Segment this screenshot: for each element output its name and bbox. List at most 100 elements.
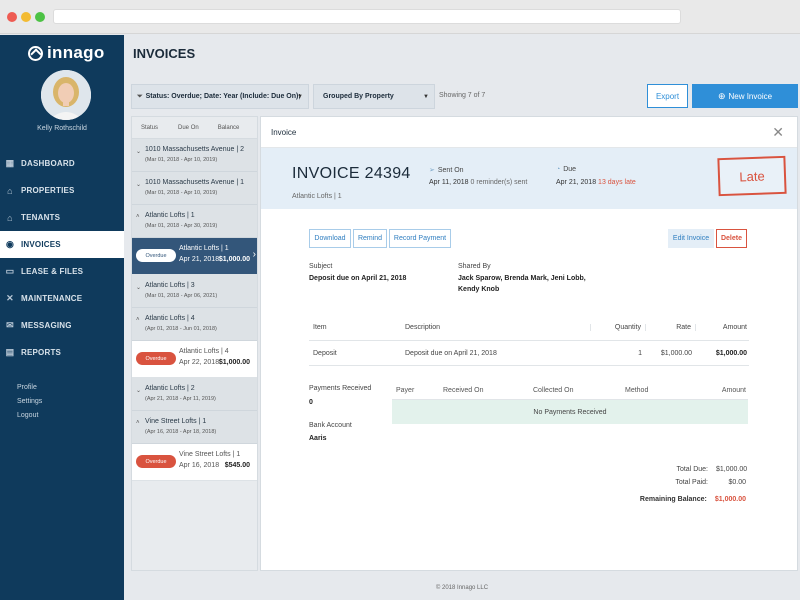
total-due-row: Total Due: $1,000.00: [676, 466, 748, 473]
invoice-property: Atlantic Lofts | 1: [179, 245, 229, 252]
group-by-dropdown[interactable]: Grouped By Property ▼: [313, 84, 435, 109]
sidebar-item-tenants[interactable]: ⌂ TENANTS: [0, 204, 124, 231]
group-dates: (Mar 01, 2018 - Apr 06, 2021): [145, 293, 218, 299]
group-name: Atlantic Lofts | 1: [145, 212, 195, 219]
chevron-down-icon: ⌄: [136, 285, 142, 291]
sidebar-item-messaging[interactable]: ✉ MESSAGING: [0, 312, 124, 339]
list-group-row[interactable]: ⌄ Atlantic Lofts | 3 (Mar 01, 2018 - Apr…: [132, 275, 257, 308]
group-dates: (Mar 01, 2018 - Apr 10, 2019): [145, 190, 218, 196]
list-group-row[interactable]: ˄ Atlantic Lofts | 1 (Mar 01, 2018 - Apr…: [132, 205, 257, 238]
sidebar-item-label: INVOICES: [21, 240, 61, 249]
invoice-property: Atlantic Lofts | 1: [292, 193, 342, 200]
filter-value: Status: Overdue; Date: Year (Include: Du…: [145, 93, 301, 100]
invoice-list: Status Due On Balance ⌄ 1010 Massachuset…: [131, 116, 258, 571]
sidebar-item-lease-files[interactable]: ▭ LEASE & FILES: [0, 258, 124, 285]
item-rate: $1,000.00: [660, 349, 692, 357]
file-icon: ▭: [5, 266, 15, 276]
subject-label: Subject: [309, 263, 333, 270]
sidebar-item-label: REPORTS: [21, 348, 62, 357]
list-group-row[interactable]: ⌄ 1010 Massachusetts Avenue | 1 (Mar 01,…: [132, 172, 257, 205]
list-group-row[interactable]: ˄ Vine Street Lofts | 1 (Apr 16, 2018 - …: [132, 411, 257, 444]
status-badge: Overdue: [136, 455, 176, 468]
remind-button[interactable]: Remind: [353, 229, 387, 248]
sidebar-item-invoices[interactable]: ◉ INVOICES: [0, 231, 124, 258]
page-title: INVOICES: [133, 46, 196, 61]
sidebar-item-dashboard[interactable]: ▦ DASHBOARD: [0, 150, 124, 177]
column-due-on[interactable]: Due On: [178, 124, 199, 131]
sidebar-item-properties[interactable]: ⌂ PROPERTIES: [0, 177, 124, 204]
group-dates: (Apr 01, 2018 - Jun 01, 2018): [145, 326, 217, 332]
address-bar[interactable]: [53, 9, 681, 24]
invoice-date: Apr 22, 2018: [179, 359, 220, 366]
column-received-on: Received On: [443, 386, 484, 394]
new-invoice-button[interactable]: ⊕ New Invoice: [692, 84, 798, 108]
sidebar-item-maintenance[interactable]: ✕ MAINTENANCE: [0, 285, 124, 312]
avatar[interactable]: [41, 70, 91, 120]
sidebar-item-reports[interactable]: ▤ REPORTS: [0, 339, 124, 366]
list-group-row[interactable]: ⌄ Atlantic Lofts | 2 (Apr 21, 2018 - Apr…: [132, 378, 257, 411]
payments-header-row: Payer Received On Collected On Method Am…: [392, 381, 748, 400]
payments-received-label: Payments Received: [309, 385, 372, 392]
maximize-window-dot[interactable]: [35, 12, 45, 22]
delete-button[interactable]: Delete: [716, 229, 747, 248]
invoice-list-item[interactable]: Overdue Vine Street Lofts | 1 Apr 16, 20…: [132, 444, 257, 481]
list-group-row[interactable]: ˄ Atlantic Lofts | 4 (Apr 01, 2018 - Jun…: [132, 308, 257, 341]
no-payments-message: No Payments Received: [392, 400, 748, 424]
detail-title: Invoice: [271, 128, 297, 137]
status-badge: Overdue: [136, 249, 176, 262]
settings-link[interactable]: Settings: [17, 398, 43, 405]
invoice-property: Vine Street Lofts | 1: [179, 451, 241, 458]
group-name: 1010 Massachusetts Avenue | 2: [145, 146, 244, 153]
logout-link[interactable]: Logout: [17, 412, 39, 419]
sidebar-item-label: TENANTS: [21, 213, 61, 222]
export-button[interactable]: Export: [647, 84, 688, 108]
edit-invoice-button[interactable]: Edit Invoice: [668, 229, 714, 248]
column-balance[interactable]: Balance: [217, 124, 240, 131]
due-value: Apr 21, 2018 13 days late: [556, 179, 636, 186]
column-amount: Amount: [722, 324, 747, 331]
sidebar: innago Kelly Rothschild ▦ DASHBOARD ⌂ PR…: [0, 35, 124, 600]
download-button[interactable]: Download: [309, 229, 351, 248]
item-quantity: 1: [638, 349, 642, 357]
column-description: Description: [401, 324, 591, 331]
sent-label: ➢ Sent On: [429, 167, 464, 174]
brand-logo[interactable]: innago: [28, 43, 105, 63]
invoice-list-item[interactable]: Overdue Atlantic Lofts | 4 Apr 22, 2018 …: [132, 341, 257, 378]
chevron-up-icon: ˄: [136, 317, 140, 323]
list-group-row[interactable]: ⌄ 1010 Massachusetts Avenue | 2 (Mar 01,…: [132, 139, 257, 172]
logo-icon: [28, 45, 43, 61]
plus-circle-icon: ⊕: [717, 90, 726, 101]
chevron-up-icon: ˄: [136, 214, 140, 220]
footer-copyright: © 2018 Innago LLC: [435, 585, 489, 591]
shared-by-value: Jack Sparow, Brenda Mark, Jeni Lobb, Ken…: [458, 275, 586, 293]
invoice-balance: $545.00: [224, 462, 250, 469]
remaining-balance-row: Remaining Balance: $1,000.00: [640, 496, 746, 503]
group-name: 1010 Massachusetts Avenue | 1: [145, 179, 244, 186]
total-paid-row: Total Paid: $0.00: [675, 479, 746, 486]
column-quantity: Quantity: [591, 324, 646, 331]
profile-link[interactable]: Profile: [17, 384, 37, 391]
chevron-down-icon: ⌄: [136, 388, 142, 394]
chevron-up-icon: ˄: [136, 420, 140, 426]
sidebar-nav: ▦ DASHBOARD ⌂ PROPERTIES ⌂ TENANTS ◉ INV…: [0, 150, 124, 366]
column-status[interactable]: Status: [141, 124, 159, 131]
invoice-list-item[interactable]: Overdue Atlantic Lofts | 1 Apr 21, 2018 …: [132, 238, 257, 275]
invoice-icon: ◉: [5, 239, 15, 249]
remaining-label: Remaining Balance:: [639, 496, 707, 503]
days-late: 13 days late: [598, 179, 636, 186]
remaining-value: $1,000.00: [714, 496, 746, 503]
item-amount: $1,000.00: [715, 349, 747, 357]
close-icon[interactable]: ✕: [772, 124, 784, 140]
list-header: Status Due On Balance: [132, 117, 257, 139]
status-filter-dropdown[interactable]: ⏷ Status: Overdue; Date: Year (Include: …: [131, 84, 309, 109]
user-name: Kelly Rothschild: [37, 125, 87, 132]
column-item: Item: [313, 324, 327, 331]
record-payment-button[interactable]: Record Payment: [389, 229, 451, 248]
group-dates: (Mar 01, 2018 - Apr 10, 2019): [145, 157, 218, 163]
item-description: Deposit due on April 21, 2018: [405, 349, 497, 357]
group-name: Atlantic Lofts | 3: [145, 282, 195, 289]
chevron-down-icon: ▼: [423, 94, 429, 100]
minimize-window-dot[interactable]: [21, 12, 31, 22]
reminder-note: 0 reminder(s) sent: [470, 179, 528, 186]
close-window-dot[interactable]: [7, 12, 17, 22]
